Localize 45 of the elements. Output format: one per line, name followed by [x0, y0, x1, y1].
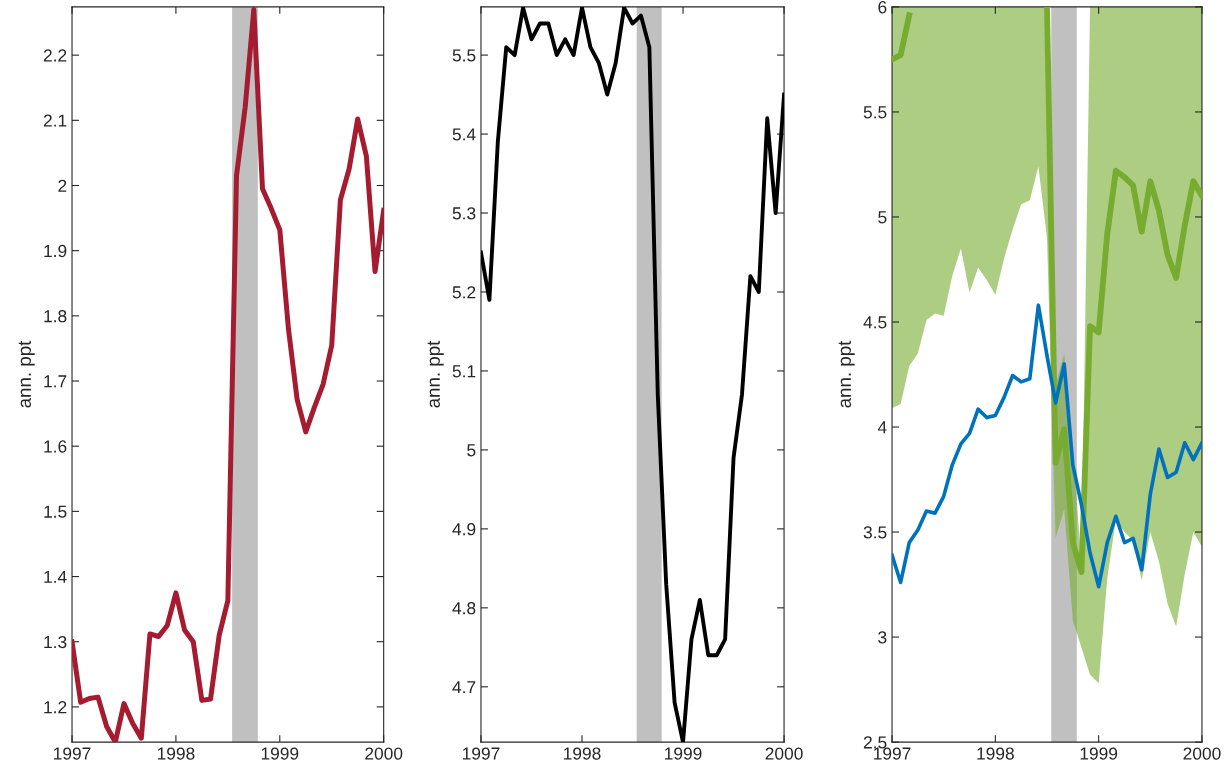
- y-tick-label: 2.1: [43, 114, 67, 127]
- y-tick-label: 3.5: [863, 526, 887, 539]
- y-tick-label: 1.3: [44, 635, 67, 649]
- y-tick-label: 4.7: [452, 681, 476, 694]
- y-axis-title: ann. ppt: [838, 340, 855, 408]
- x-tick-label: 2000: [365, 747, 403, 760]
- y-tick-label: 1.4: [44, 570, 67, 583]
- y-tick-label: 4.8: [452, 602, 476, 615]
- x-tick-label: 1999: [665, 747, 702, 760]
- y-tick-label: 5.2: [452, 286, 476, 299]
- y-tick-label: 5.3: [452, 207, 476, 220]
- y-tick-label: 4.5: [863, 316, 887, 329]
- y-tick-label: 2.5: [863, 736, 887, 749]
- y-tick-label: 1.2: [44, 701, 67, 714]
- y-tick-label: 5.1: [452, 365, 476, 378]
- y-tick-label: 5.5: [452, 49, 476, 62]
- y-tick-label: 5.5: [863, 106, 887, 119]
- y-tick-label: 5: [878, 211, 887, 224]
- x-tick-label: 1999: [1080, 747, 1118, 760]
- y-tick-label: 4: [877, 421, 887, 434]
- line-series: [480, 6, 785, 743]
- y-tick-label: 1.5: [44, 505, 67, 518]
- x-tick-label: 1999: [261, 747, 299, 760]
- line-series: [892, 303, 1202, 589]
- x-tick-label: 2000: [765, 747, 803, 760]
- y-tick-label: 1.7: [44, 375, 67, 388]
- y-tick-label: 1.6: [44, 440, 67, 453]
- y-tick-label: 3: [878, 631, 887, 644]
- y-axis-title: ann. ppt: [18, 340, 35, 408]
- x-tick-label: 2000: [1183, 747, 1221, 760]
- x-tick-label: 1998: [157, 747, 195, 760]
- y-tick-label: 1.8: [44, 310, 67, 323]
- x-tick-label: 1997: [874, 747, 911, 760]
- y-tick-label: 6: [878, 1, 887, 14]
- y-tick-label: 1.9: [44, 244, 67, 258]
- y-tick-label: 4.9: [452, 523, 476, 536]
- y-tick-label: 2.2: [43, 49, 67, 62]
- x-tick-label: 1997: [463, 747, 500, 760]
- y-tick-label: 2: [58, 179, 67, 192]
- x-tick-label: 1998: [977, 747, 1014, 760]
- x-tick-label: 1997: [54, 747, 91, 760]
- y-axis-title: ann. ppt: [427, 340, 444, 408]
- y-tick-label: 5.4: [452, 128, 476, 141]
- y-tick-label: 5: [467, 444, 476, 457]
- x-tick-label: 1998: [564, 747, 601, 760]
